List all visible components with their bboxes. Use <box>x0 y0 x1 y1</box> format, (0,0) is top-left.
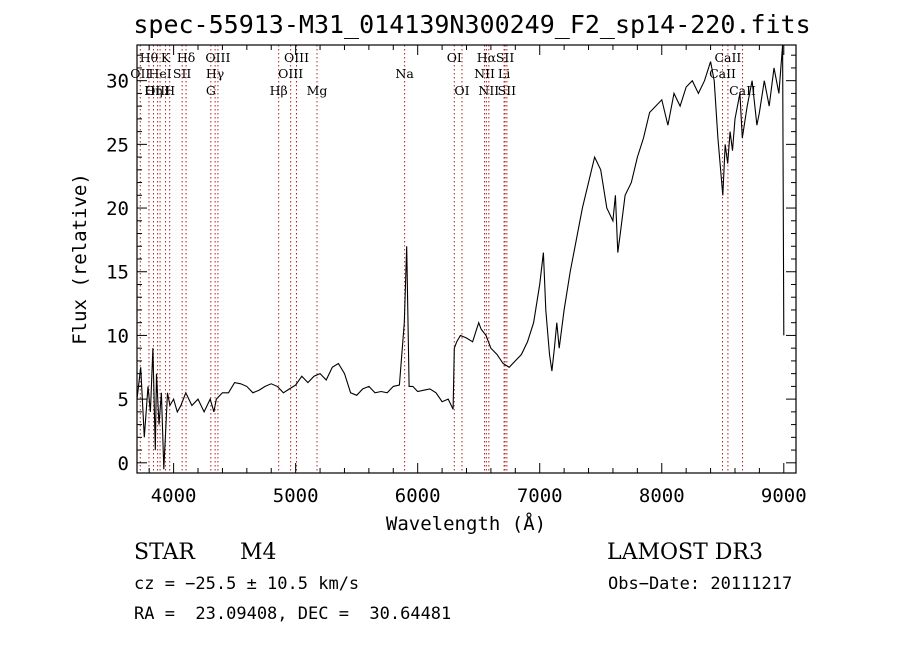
spectral-line-label: G <box>206 83 216 98</box>
spectral-line-label: Na <box>395 66 414 81</box>
spectral-line-label: Li <box>498 66 510 81</box>
spectral-line-label: OIII <box>145 83 170 98</box>
spectral-line-label: HeI <box>148 66 171 81</box>
spectral-line-label: Hβ <box>270 83 288 98</box>
x-tick-label: 5000 <box>273 485 319 507</box>
y-tick-label: 10 <box>106 325 129 347</box>
spectral-line-label: OII <box>130 66 150 81</box>
y-tick-label: 30 <box>106 71 129 93</box>
x-tick-label: 7000 <box>517 485 563 507</box>
x-tick-label: 4000 <box>151 485 197 507</box>
spectral-line-label: NII <box>474 66 495 81</box>
observation-date: Obs−Date: 20111217 <box>608 574 793 594</box>
chart-title: spec-55913-M31_014139N300249_F2_sp14-220… <box>133 10 810 39</box>
y-tick-label: 5 <box>118 389 129 411</box>
redshift-readout: cz = −25.5 ± 10.5 km/s <box>134 574 360 594</box>
y-axis-label: Flux (relative) <box>69 173 91 345</box>
spectral-line-label: OIII <box>205 50 230 65</box>
y-tick-label: 15 <box>106 262 129 284</box>
x-tick-label: 6000 <box>395 485 441 507</box>
axis-ticks: 4000 5000 6000 7000 8000 9000 0 5 10 15 20 25 30 <box>106 45 807 507</box>
survey-name: LAMOST DR3 <box>607 540 763 565</box>
object-class: STAR <box>134 540 195 565</box>
spectral-line-label: Hγ <box>206 66 224 81</box>
object-subclass: M4 <box>240 540 277 565</box>
spectral-line-label: SII <box>496 50 515 65</box>
spectral-line-label: CaII <box>709 66 736 81</box>
coordinates-readout: RA = 23.09408, DEC = 30.64481 <box>134 604 452 624</box>
spectral-line-label: Hα <box>477 50 497 65</box>
spectral-line-label: SII <box>498 83 517 98</box>
spectral-line-label: CaII <box>714 50 741 65</box>
spectral-line-label: OI <box>447 50 462 65</box>
spectral-line-label: OIII <box>278 66 303 81</box>
spectral-line-label: OI <box>454 83 469 98</box>
y-tick-label: 20 <box>106 198 129 220</box>
x-axis-label: Wavelength (Å) <box>386 512 546 535</box>
flux-series-line <box>136 44 785 470</box>
spectral-line-label: OIII <box>284 50 309 65</box>
spectral-line-label: Mg <box>307 83 328 98</box>
spectral-line-label: H <box>164 83 175 98</box>
y-tick-label: 25 <box>106 134 129 156</box>
spectral-line-label: K <box>161 50 171 65</box>
spectral-line-label: Hδ <box>177 50 195 65</box>
y-tick-label: 0 <box>118 453 129 475</box>
x-tick-label: 9000 <box>761 485 807 507</box>
spectral-line-label: Hη <box>144 83 162 98</box>
x-tick-label: 8000 <box>639 485 685 507</box>
spectral-line-label: SII <box>173 66 192 81</box>
plot-frame <box>136 44 797 474</box>
spectral-line-label: NII <box>478 83 499 98</box>
spectral-line-label: Hθ <box>140 50 158 65</box>
spectral-line-label: CaII <box>729 83 756 98</box>
